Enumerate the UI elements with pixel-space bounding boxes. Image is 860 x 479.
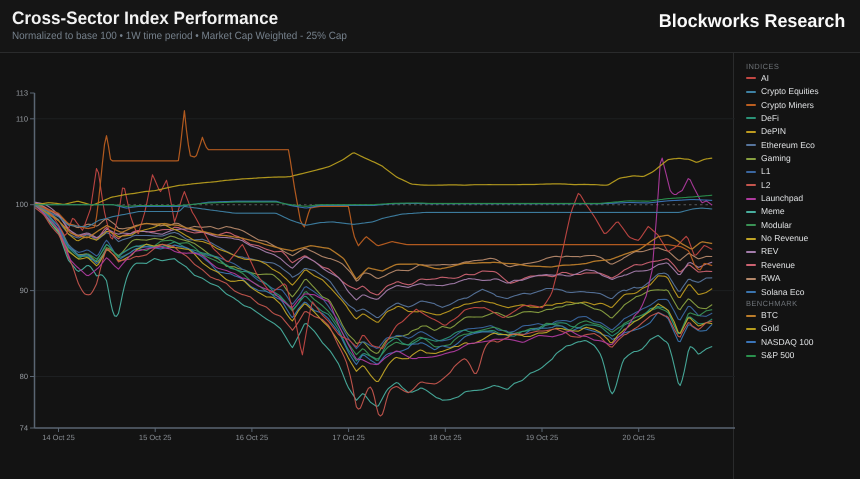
svg-text:113: 113: [16, 89, 28, 98]
svg-text:14 Oct 25: 14 Oct 25: [42, 433, 75, 442]
svg-text:19 Oct 25: 19 Oct 25: [526, 433, 559, 442]
svg-text:100: 100: [15, 200, 28, 209]
svg-text:20 Oct 25: 20 Oct 25: [622, 433, 655, 442]
svg-text:18 Oct 25: 18 Oct 25: [429, 433, 462, 442]
svg-text:90: 90: [20, 286, 28, 295]
svg-text:80: 80: [20, 372, 28, 381]
svg-text:110: 110: [16, 114, 28, 123]
svg-text:17 Oct 25: 17 Oct 25: [332, 433, 365, 442]
svg-text:74: 74: [20, 424, 28, 433]
svg-text:16 Oct 25: 16 Oct 25: [236, 433, 269, 442]
svg-text:15 Oct 25: 15 Oct 25: [139, 433, 172, 442]
